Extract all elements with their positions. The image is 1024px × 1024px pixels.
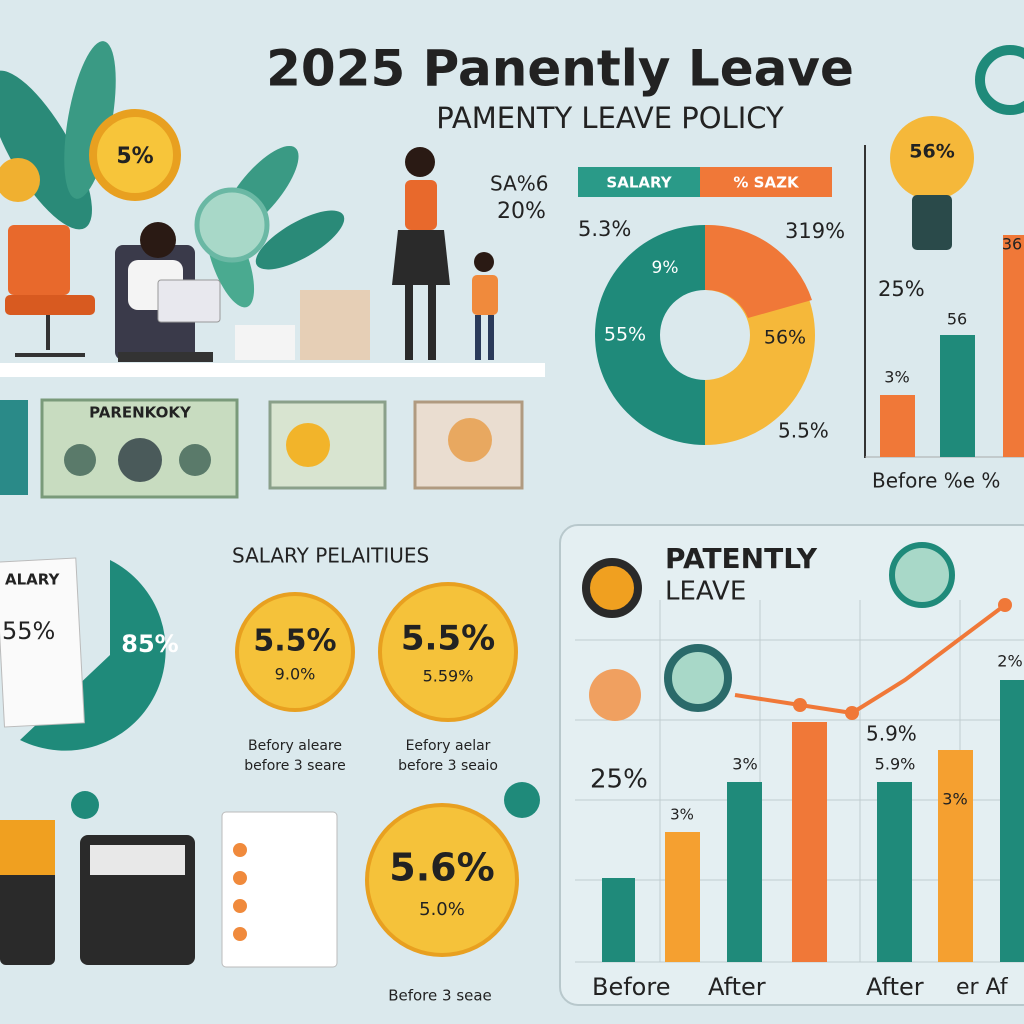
bar-label: 2% — [997, 652, 1022, 671]
gear-icon — [582, 558, 642, 618]
coin-sub: 9.0% — [275, 665, 316, 684]
donut-segment — [595, 225, 705, 445]
chair — [5, 225, 95, 357]
coin-value: 5.5% — [401, 619, 495, 659]
banner-text: PARENKOKY — [89, 404, 192, 422]
bar — [940, 335, 975, 457]
trend-point — [998, 598, 1012, 612]
trend-point — [845, 706, 859, 720]
bar-label: 3% — [732, 755, 757, 774]
bar — [877, 782, 912, 962]
bar — [602, 878, 635, 962]
spiral-icon — [975, 45, 1024, 115]
bar — [938, 750, 973, 962]
bar-label: 25% — [590, 765, 648, 795]
section-title: SALARY PELAITIUES — [232, 544, 429, 568]
bar-label: 3% — [884, 368, 909, 387]
gear-icon — [0, 158, 40, 202]
coin-sub: 5.59% — [423, 667, 474, 686]
money-bills — [0, 398, 524, 499]
office-icons — [0, 791, 338, 968]
stat-value: 20% — [497, 199, 546, 224]
panel-title: LEAVE — [665, 577, 746, 607]
donut-segment — [705, 224, 812, 318]
donut-label: 55% — [604, 324, 646, 346]
bar-label: 3% — [670, 806, 694, 824]
coin-text: 5% — [116, 144, 153, 169]
bar-label: 5.9% — [866, 722, 917, 746]
pie — [20, 560, 166, 751]
donut-label: 9% — [652, 258, 679, 278]
bar-label: 56 — [947, 310, 967, 329]
coin — [378, 582, 518, 722]
worker-illustration — [115, 222, 221, 362]
title: 2025 Panently Leave — [266, 40, 854, 98]
panel-title: PATENTLY — [665, 542, 818, 575]
bar-label: 36 — [1002, 235, 1022, 254]
x-axis-label: Before %e % — [872, 469, 1000, 493]
family-illustration — [235, 147, 498, 360]
legend-swatch — [578, 167, 700, 197]
legend-label: % SAZK — [733, 174, 800, 192]
x-label: Before — [592, 973, 670, 1001]
doc-text: 55% — [2, 617, 55, 645]
bulb — [890, 116, 974, 250]
document — [0, 557, 85, 728]
bar — [792, 722, 827, 962]
coin — [235, 592, 355, 712]
shelf — [0, 363, 545, 377]
stat-label: SA%6 — [490, 172, 548, 196]
x-label: er Af — [956, 975, 1009, 1000]
coin-icon — [89, 109, 181, 201]
coin-icon — [589, 669, 641, 721]
coin-caption: Before 3 seae — [388, 987, 492, 1005]
pie-label: 85% — [121, 630, 178, 658]
trend-point — [793, 698, 807, 712]
coin-value: 5.6% — [389, 846, 494, 890]
bar-label: 5.9% — [875, 755, 916, 774]
bar — [727, 782, 762, 962]
donut-label: 5.3% — [578, 217, 631, 241]
coin-caption: before 3 seare — [244, 758, 345, 774]
coin-value: 5.5% — [253, 624, 336, 659]
x-label: After — [708, 973, 766, 1001]
bulb-label: 56% — [909, 141, 954, 163]
subtitle: PAMENTY LEAVE POLICY — [436, 101, 784, 135]
coin — [365, 803, 519, 957]
legend-swatch — [700, 167, 832, 197]
bar — [1000, 680, 1024, 962]
gauge-icon — [194, 187, 270, 263]
donut-label: 319% — [785, 219, 845, 243]
doc-text: ALARY — [5, 571, 61, 589]
bar — [1003, 235, 1024, 457]
donut-label: 5.5% — [778, 419, 829, 443]
bar — [665, 832, 700, 962]
dollar-icon — [504, 782, 540, 818]
bar-label: 25% — [878, 277, 925, 301]
x-label: After — [866, 973, 924, 1001]
coin-caption: Eefory aelar — [406, 738, 491, 754]
coin-caption: before 3 seaio — [398, 758, 498, 774]
coin-caption: Befory aleare — [248, 738, 342, 754]
gear-icon — [664, 644, 732, 712]
bar-label: 3% — [942, 790, 967, 809]
dollar-icon — [889, 542, 955, 608]
coin-sub: 5.0% — [419, 899, 465, 920]
legend-label: SALARY — [606, 174, 672, 192]
donut-label: 56% — [764, 327, 806, 349]
bar — [880, 395, 915, 457]
